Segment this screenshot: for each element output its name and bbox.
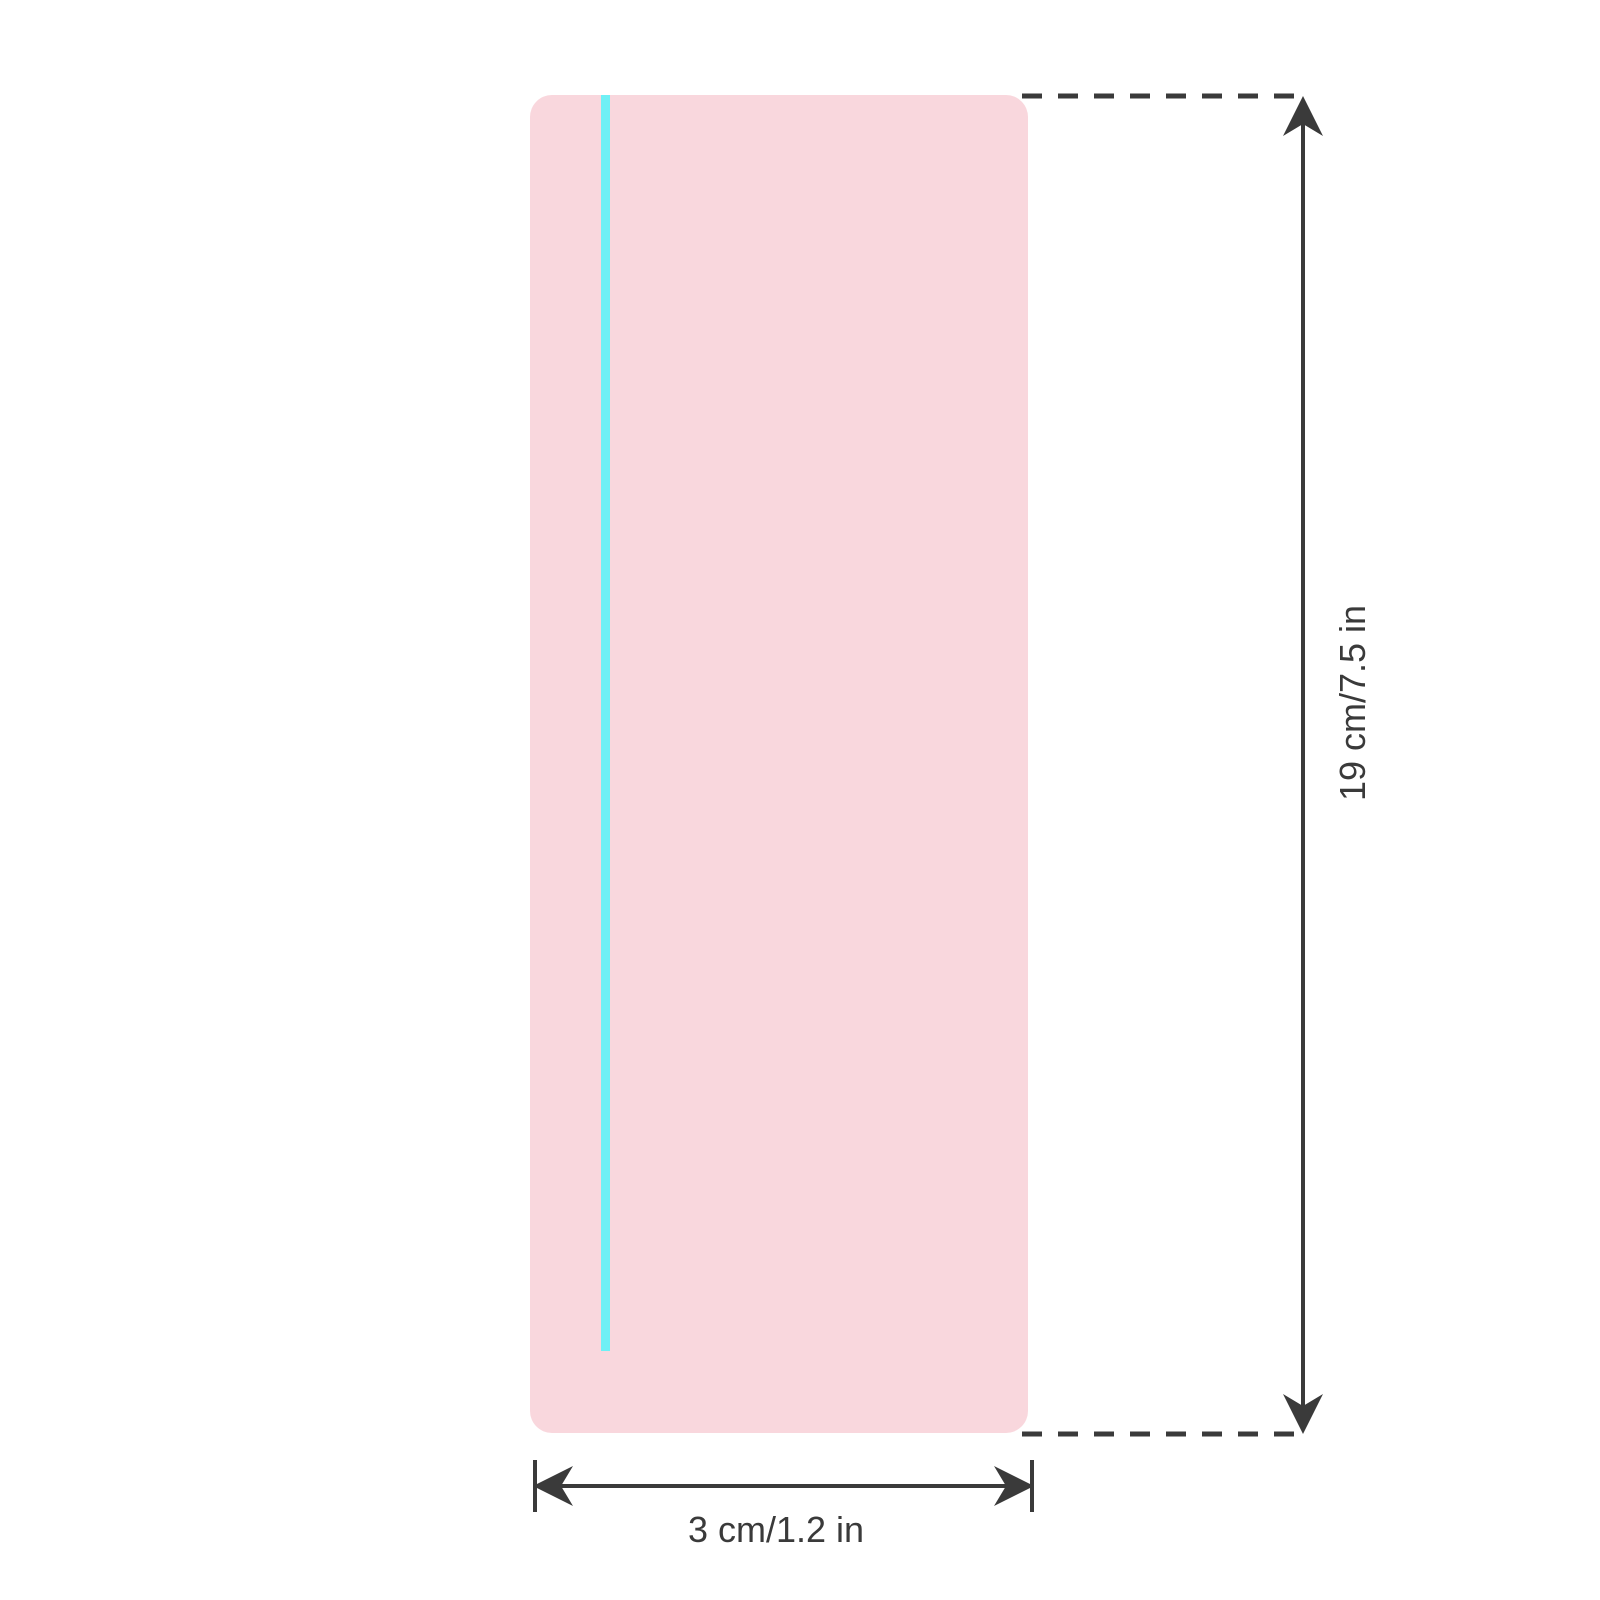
accent-line [601, 95, 610, 1351]
width-label: 3 cm/1.2 in [688, 1509, 864, 1550]
strip-shape [530, 95, 1028, 1433]
height-label: 19 cm/7.5 in [1332, 605, 1373, 801]
